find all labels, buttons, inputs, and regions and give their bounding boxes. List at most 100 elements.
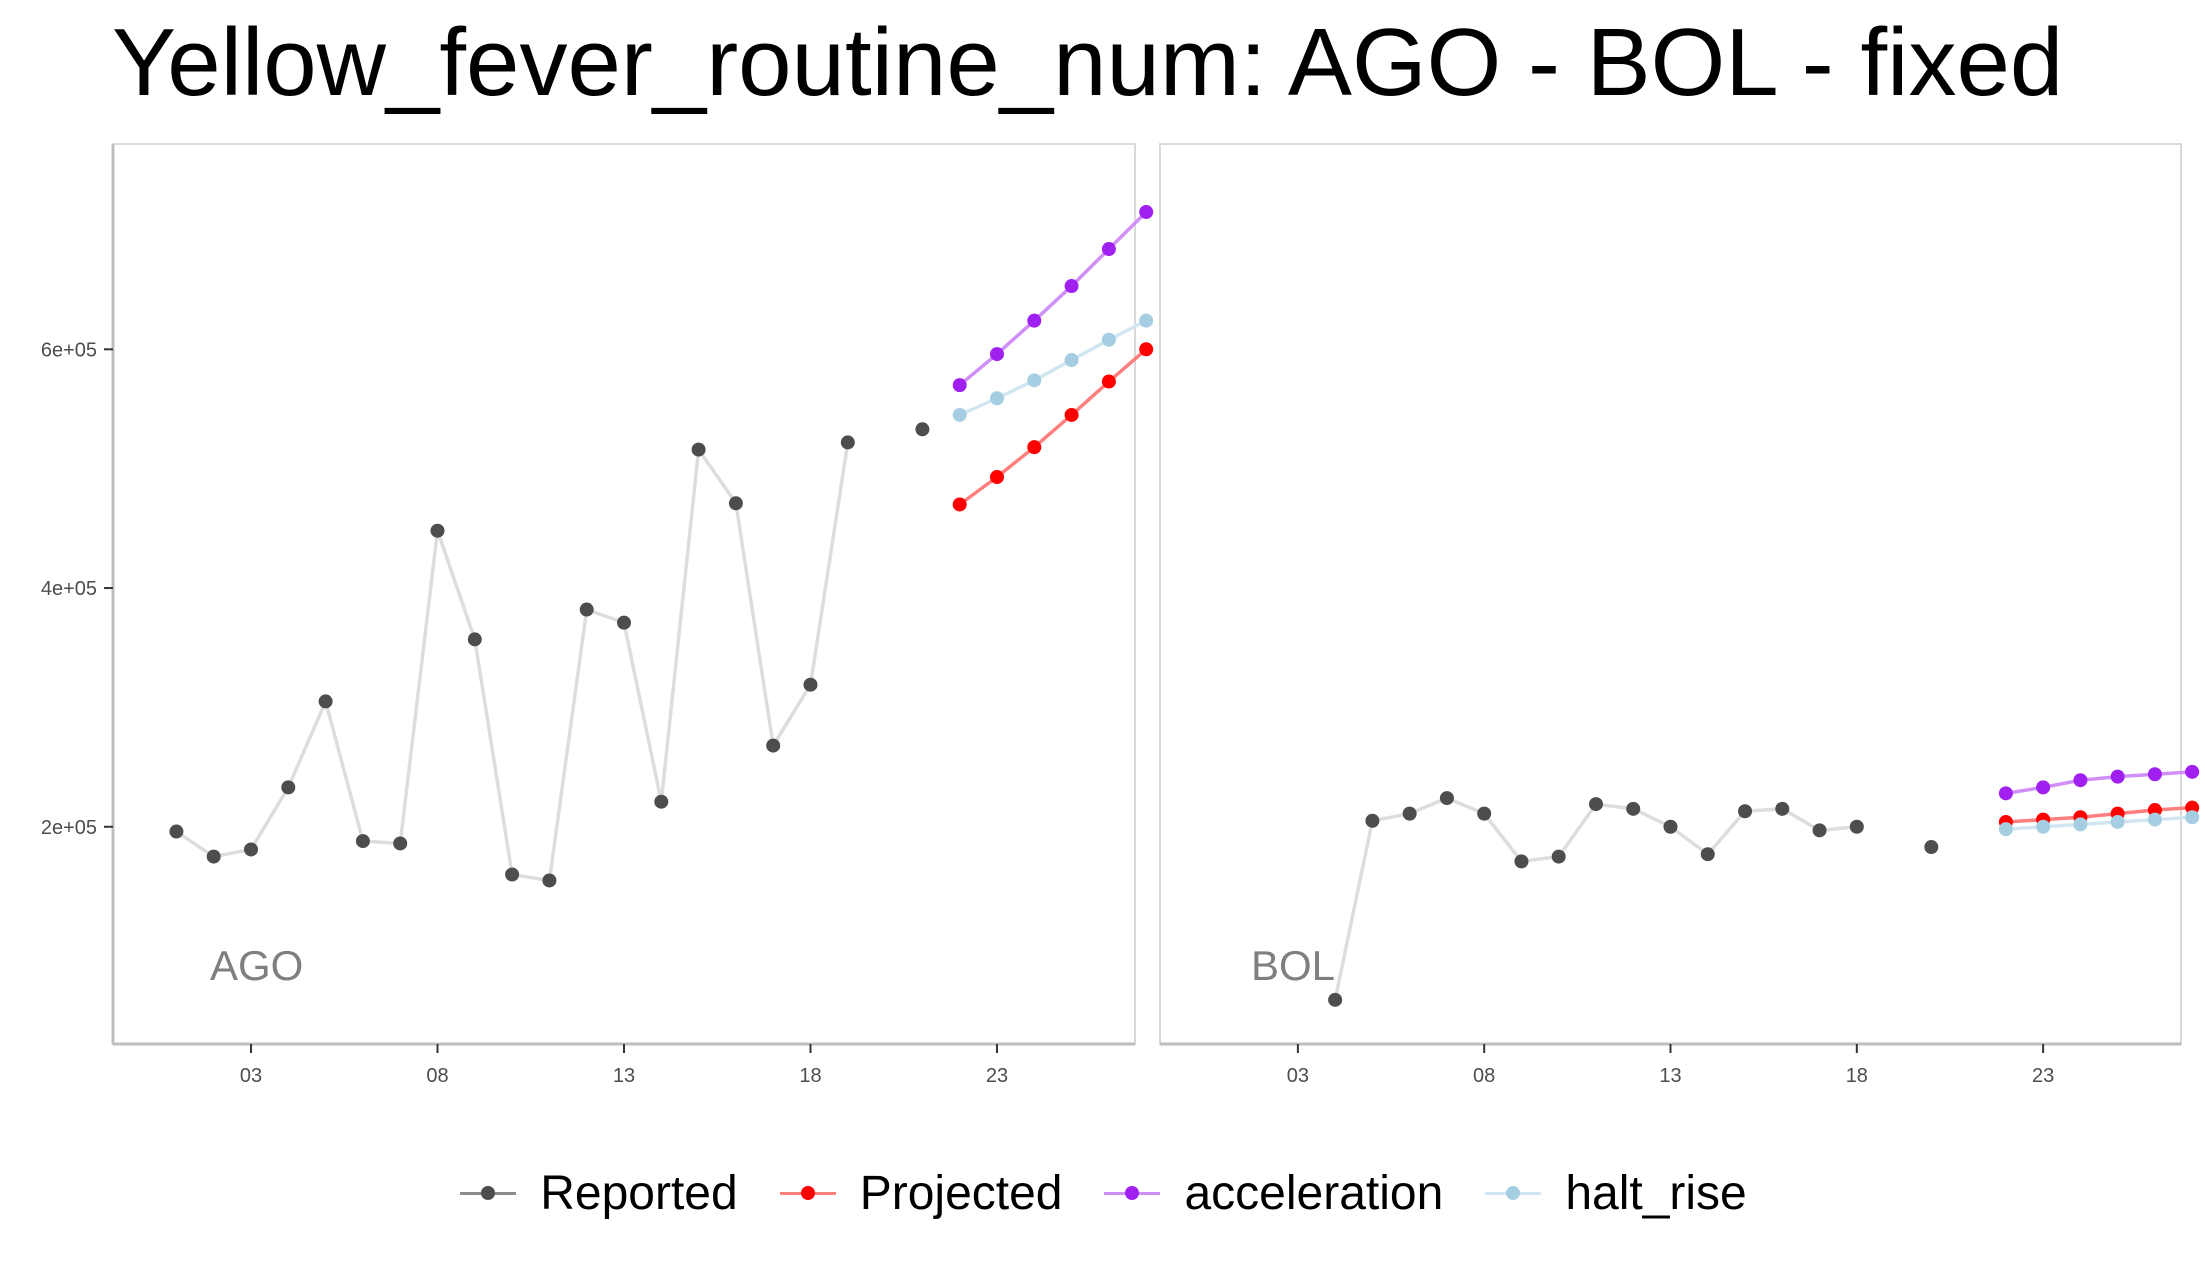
data-point-halt_rise	[1101, 332, 1116, 347]
data-point-reported	[318, 694, 333, 709]
data-point-reported	[393, 836, 408, 851]
data-point-halt_rise	[2147, 812, 2162, 827]
data-point-acceleration	[2185, 764, 2200, 779]
series-line-projected	[958, 347, 1148, 506]
legend-label: halt_rise	[1565, 1166, 1747, 1220]
data-point-acceleration	[2110, 769, 2125, 784]
series-line-reported	[175, 442, 850, 883]
legend-item-projected: Projected	[778, 1166, 1063, 1221]
data-point-reported	[430, 523, 445, 538]
data-point-acceleration	[989, 347, 1004, 362]
data-point-projected	[1064, 407, 1079, 422]
data-point-reported	[206, 849, 221, 864]
data-point-halt_rise	[2110, 814, 2125, 829]
x-tick-label: 08	[426, 1065, 448, 1087]
data-point-projected	[952, 497, 967, 512]
data-point-reported	[766, 738, 781, 753]
data-point-reported	[1514, 854, 1529, 869]
legend-item-reported: Reported	[458, 1166, 738, 1221]
panel-border	[112, 143, 1136, 1045]
legend-label: Projected	[859, 1166, 1063, 1220]
data-point-reported	[1328, 992, 1343, 1007]
y-tick-label: 2e+05	[41, 817, 97, 839]
data-point-projected	[1139, 342, 1154, 357]
data-point-reported	[1849, 819, 1864, 834]
legend-key-icon	[458, 1178, 518, 1208]
x-tick-label: 03	[240, 1065, 262, 1087]
data-point-reported	[169, 824, 184, 839]
panel-bol: 03 08 13 18 23 BOL	[1159, 143, 2200, 1087]
data-point-reported	[467, 632, 482, 647]
data-point-projected	[1101, 374, 1116, 389]
data-point-reported	[1924, 840, 1939, 855]
data-point-halt_rise	[989, 391, 1004, 406]
data-point-projected	[989, 470, 1004, 485]
legend-key-icon	[1483, 1178, 1543, 1208]
x-tick-label: 23	[2032, 1065, 2054, 1087]
data-point-halt_rise	[1064, 353, 1079, 368]
x-tick-label: 18	[799, 1065, 821, 1087]
data-point-reported	[1626, 801, 1641, 816]
data-point-halt_rise	[2185, 810, 2200, 825]
panel-label: AGO	[210, 942, 303, 989]
data-point-projected	[1027, 440, 1042, 455]
data-point-reported	[281, 780, 296, 795]
x-tick-label: 13	[1659, 1065, 1681, 1087]
panel-label: BOL	[1251, 942, 1335, 989]
x-tick-label: 08	[1473, 1065, 1495, 1087]
legend-item-acceleration: acceleration	[1102, 1166, 1443, 1221]
data-point-halt_rise	[2036, 819, 2051, 834]
data-point-reported	[1663, 819, 1678, 834]
data-point-reported	[542, 873, 557, 888]
series-line-halt_rise	[958, 319, 1147, 417]
data-point-reported	[1738, 804, 1753, 819]
data-point-acceleration	[1101, 242, 1116, 257]
x-tick-label: 03	[1287, 1065, 1309, 1087]
data-point-reported	[1812, 823, 1827, 838]
x-tick-label: 23	[986, 1065, 1008, 1087]
series-line-acceleration	[2005, 770, 2193, 796]
data-point-reported	[654, 794, 669, 809]
legend-label: Reported	[540, 1166, 738, 1220]
data-point-acceleration	[952, 378, 967, 393]
data-point-acceleration	[1064, 279, 1079, 294]
data-point-reported	[915, 422, 930, 437]
data-point-reported	[691, 442, 706, 457]
data-point-acceleration	[2036, 780, 2051, 795]
data-point-acceleration	[1139, 205, 1154, 220]
data-point-reported	[840, 435, 855, 450]
legend-key-icon	[778, 1178, 838, 1208]
series-line-reported	[1333, 796, 1857, 1001]
data-point-halt_rise	[952, 407, 967, 422]
y-tick-label: 4e+05	[41, 578, 97, 600]
data-point-reported	[1700, 847, 1715, 862]
data-point-reported	[1775, 801, 1790, 816]
data-point-halt_rise	[1998, 822, 2013, 837]
legend: Reported Projected acceleration halt_rise	[0, 1158, 2205, 1228]
data-point-halt_rise	[2073, 817, 2088, 832]
data-point-halt_rise	[1139, 313, 1154, 328]
x-tick-label: 13	[613, 1065, 635, 1087]
data-point-reported	[1402, 806, 1417, 821]
data-point-reported	[1439, 791, 1454, 806]
data-point-acceleration	[1027, 313, 1042, 328]
data-point-reported	[505, 867, 520, 882]
legend-key-icon	[1102, 1178, 1162, 1208]
data-point-reported	[803, 677, 818, 692]
y-tick-label: 6e+05	[41, 339, 97, 361]
data-point-reported	[617, 615, 631, 630]
panel-border	[1159, 143, 2182, 1045]
legend-item-halt_rise: halt_rise	[1483, 1166, 1747, 1221]
chart-title: Yellow_fever_routine_num: AGO - BOL - fi…	[112, 9, 2064, 116]
series-line-acceleration	[958, 210, 1148, 387]
data-point-reported	[1551, 849, 1566, 864]
x-tick-label: 18	[1846, 1065, 1868, 1087]
legend-label: acceleration	[1184, 1166, 1444, 1220]
data-point-halt_rise	[1027, 373, 1042, 388]
data-point-reported	[355, 834, 370, 849]
data-point-reported	[579, 602, 594, 617]
data-point-acceleration	[2147, 767, 2162, 782]
panel-ago: 03 08 13 18 23 2e+05 4e+05 6e+05 AGO	[41, 143, 1154, 1087]
data-point-reported	[1365, 813, 1380, 828]
